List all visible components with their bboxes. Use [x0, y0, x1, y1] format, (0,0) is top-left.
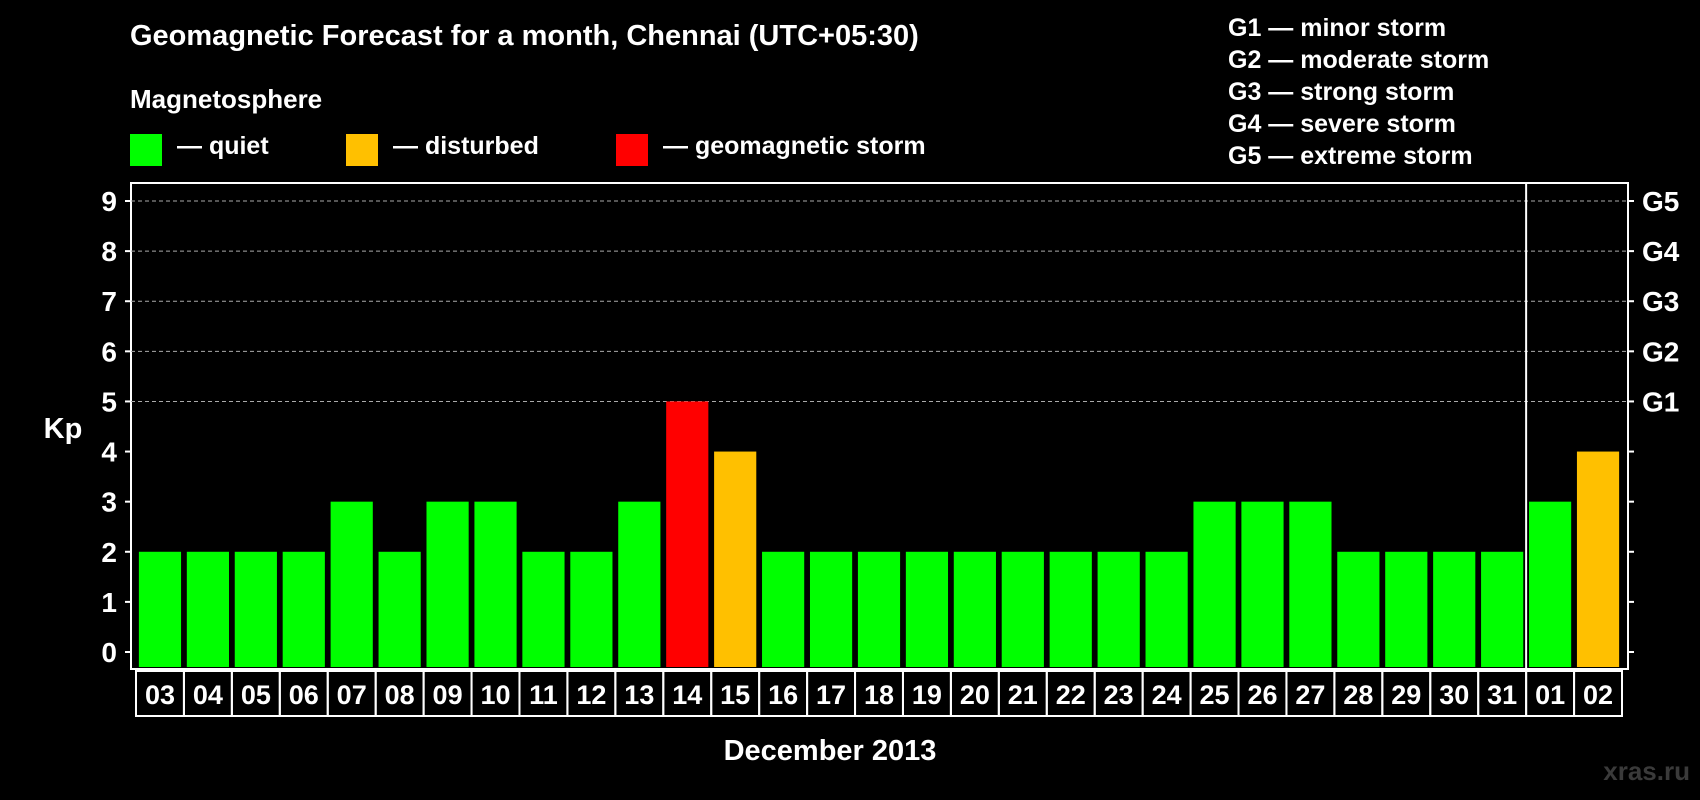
category-label: 17	[816, 680, 846, 710]
bar-27	[1289, 501, 1332, 667]
legend-swatch-quiet	[130, 134, 162, 166]
bar-07	[330, 501, 373, 667]
category-label: 21	[1008, 680, 1038, 710]
bar-14	[666, 401, 709, 667]
category-label: 28	[1343, 680, 1373, 710]
legend-label-storm: — geomagnetic storm	[663, 132, 926, 160]
bar-06	[282, 551, 325, 667]
g-scale-tick-label: G2	[1642, 336, 1679, 367]
category-label: 01	[1535, 680, 1565, 710]
g-scale-tick-label: G1	[1642, 386, 1679, 417]
bar-18	[857, 551, 901, 667]
y-tick-label: 6	[101, 336, 117, 367]
category-label: 12	[576, 680, 606, 710]
y-tick-label: 3	[101, 487, 117, 518]
bar-10	[474, 501, 517, 667]
g-scale-g3: G3 — strong storm	[1228, 78, 1455, 106]
bar-02	[1576, 451, 1620, 667]
g-scale-g2: G2 — moderate storm	[1228, 46, 1490, 74]
bar-31	[1481, 551, 1524, 667]
bar-05	[234, 551, 277, 667]
category-label: 02	[1583, 680, 1613, 710]
category-label: 27	[1295, 680, 1325, 710]
category-label: 07	[337, 680, 367, 710]
x-axis-label: December 2013	[723, 735, 937, 767]
bar-24	[1145, 551, 1188, 667]
category-label: 09	[433, 680, 463, 710]
legend-swatch-storm	[616, 134, 648, 166]
y-tick-label: 0	[101, 637, 117, 668]
category-label: 24	[1152, 680, 1182, 710]
category-label: 10	[480, 680, 510, 710]
category-label: 11	[529, 680, 558, 710]
bar-04	[186, 551, 229, 667]
bar-08	[378, 551, 421, 667]
bar-30	[1433, 551, 1476, 667]
category-label: 04	[193, 680, 223, 710]
bar-20	[953, 551, 996, 667]
category-label: 22	[1056, 680, 1086, 710]
bar-16	[762, 551, 805, 667]
category-label: 18	[864, 680, 894, 710]
category-label: 15	[720, 680, 750, 710]
y-tick-label: 2	[101, 537, 117, 568]
bar-13	[618, 501, 661, 667]
category-label: 25	[1200, 680, 1230, 710]
y-tick-label: 1	[101, 587, 117, 618]
category-label: 19	[912, 680, 942, 710]
bar-26	[1241, 501, 1284, 667]
watermark: xras.ru	[1603, 756, 1690, 786]
bar-12	[570, 551, 613, 667]
category-cell	[1573, 670, 1624, 717]
chart-title: Geomagnetic Forecast for a month, Chenna…	[130, 20, 919, 52]
g-scale-g1: G1 — minor storm	[1228, 14, 1447, 42]
bar-03	[138, 551, 182, 667]
category-label: 14	[672, 680, 702, 710]
bar-21	[1001, 551, 1044, 667]
y-tick-label: 8	[101, 236, 117, 267]
category-label: 23	[1104, 680, 1134, 710]
g-scale-tick-label: G5	[1642, 186, 1679, 217]
legend-swatch-disturbed	[346, 134, 378, 166]
bar-19	[905, 551, 949, 667]
bar-01	[1529, 501, 1572, 667]
legend-label-quiet: — quiet	[177, 132, 269, 160]
bar-17	[809, 551, 853, 667]
category-label: 13	[624, 680, 654, 710]
g-scale-tick-label: G3	[1642, 286, 1679, 317]
category-label: 08	[385, 680, 415, 710]
category-label: 31	[1487, 680, 1517, 710]
g-scale-g5: G5 — extreme storm	[1228, 142, 1473, 170]
category-label: 20	[960, 680, 990, 710]
bar-11	[522, 551, 565, 667]
y-axis-label: Kp	[44, 413, 83, 445]
bar-25	[1193, 501, 1236, 667]
bar-23	[1097, 551, 1140, 667]
bar-28	[1337, 551, 1380, 667]
bar-22	[1049, 551, 1092, 667]
y-tick-label: 9	[101, 186, 117, 217]
category-label: 29	[1391, 680, 1421, 710]
legend-label-disturbed: — disturbed	[393, 132, 539, 160]
g-scale-g4: G4 — severe storm	[1228, 110, 1456, 138]
category-label: 16	[768, 680, 798, 710]
category-label: 30	[1439, 680, 1469, 710]
y-tick-label: 7	[101, 286, 117, 317]
bar-15	[714, 451, 757, 667]
y-tick-label: 4	[101, 437, 117, 468]
legend-heading: Magnetosphere	[130, 84, 323, 114]
g-scale-tick-label: G4	[1642, 236, 1680, 267]
bar-09	[426, 501, 469, 667]
category-label: 06	[289, 680, 319, 710]
y-tick-label: 5	[101, 386, 117, 417]
bar-29	[1385, 551, 1428, 667]
category-label: 05	[241, 680, 271, 710]
category-label: 03	[145, 680, 175, 710]
plot-frame	[130, 182, 1629, 670]
category-label: 26	[1247, 680, 1277, 710]
